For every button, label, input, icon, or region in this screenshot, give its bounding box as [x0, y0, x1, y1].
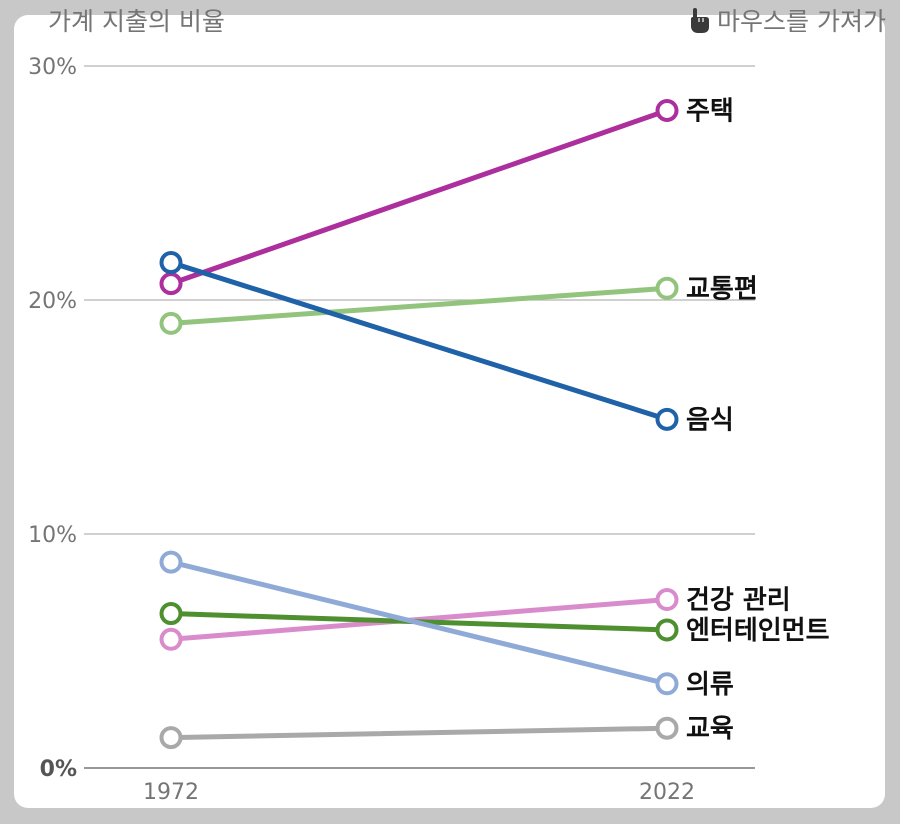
- series-3-label: 건강 관리: [686, 586, 791, 616]
- series-5-label: 의류: [686, 670, 734, 700]
- series-5-point[interactable]: [159, 550, 183, 574]
- series-4-point[interactable]: [655, 618, 679, 642]
- y-tick-label: 30%: [28, 55, 77, 80]
- series-4-point[interactable]: [159, 602, 183, 626]
- x-tick-label: 1972: [143, 780, 199, 805]
- series-2-point[interactable]: [159, 251, 183, 275]
- series-6-point[interactable]: [159, 726, 183, 750]
- series-1-point[interactable]: [159, 311, 183, 335]
- series-1-label: 교통편: [686, 274, 758, 304]
- series-0-line[interactable]: [168, 107, 670, 287]
- series-0-point[interactable]: [159, 272, 183, 296]
- series-1-line[interactable]: [168, 285, 670, 326]
- series-2-label: 음식: [686, 405, 734, 435]
- chart-card: [14, 15, 885, 808]
- x-tick-label: 2022: [639, 780, 695, 805]
- series-0-label: 주택: [686, 96, 734, 126]
- hint-text: 마우스를 가져가: [717, 7, 886, 36]
- series-5-line[interactable]: [168, 559, 670, 687]
- series-2-point[interactable]: [655, 407, 679, 431]
- series-4-label: 엔터테인먼트: [686, 616, 830, 646]
- series-3-point[interactable]: [159, 627, 183, 651]
- y-tick-label: 0%: [40, 757, 77, 782]
- series-0-point[interactable]: [655, 98, 679, 122]
- series-3-point[interactable]: [655, 588, 679, 612]
- chart-title: 가계 지출의 비율: [48, 7, 225, 36]
- series-1-point[interactable]: [655, 276, 679, 300]
- hover-hint: 마우스를 가져가: [687, 2, 886, 38]
- y-tick-label: 10%: [28, 523, 77, 548]
- y-tick-label: 20%: [28, 289, 77, 314]
- series-6-point[interactable]: [655, 716, 679, 740]
- series-6-line[interactable]: [168, 725, 670, 741]
- hand-pointer-icon: [687, 5, 713, 35]
- series-2-line[interactable]: [168, 260, 670, 422]
- series-5-point[interactable]: [655, 672, 679, 696]
- series-6-label: 교육: [686, 714, 734, 744]
